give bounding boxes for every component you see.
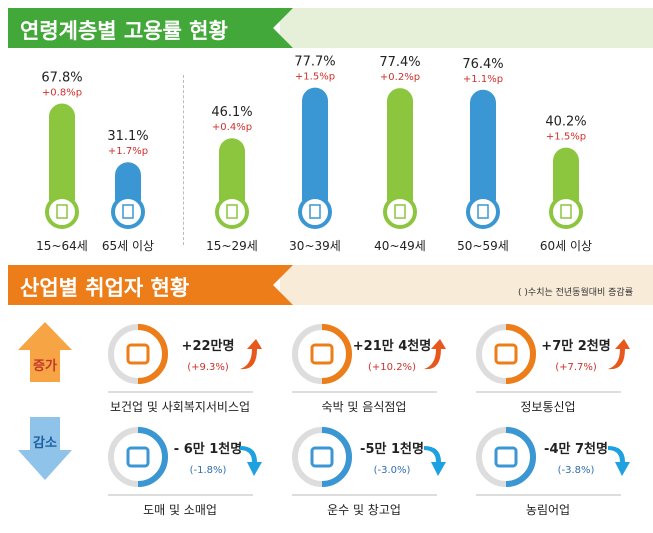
bar xyxy=(553,147,579,212)
document-shape xyxy=(560,204,572,219)
document-search-icon xyxy=(111,195,145,229)
value-label: 76.4% xyxy=(462,57,503,72)
category-label: 65세 이상 xyxy=(102,239,154,253)
ring-progress xyxy=(137,427,168,487)
rate-label: (+10.2%) xyxy=(368,362,416,373)
section2-title: 산업별 취업자 현황 xyxy=(8,265,293,305)
value-label: 67.8% xyxy=(41,71,82,86)
document-search-icon xyxy=(549,195,583,229)
document-search-icon xyxy=(466,195,500,229)
value-label: 46.1% xyxy=(211,105,252,120)
industry-item: +21만 4천명 (+10.2%) 숙박 및 음식점업 xyxy=(292,324,446,414)
industry-name: 도매 및 소매업 xyxy=(143,503,217,517)
ring-progress xyxy=(321,324,352,384)
rate-label: (-3.0%) xyxy=(374,465,411,476)
document-shape xyxy=(122,204,134,219)
count-label: +7만 2천명 xyxy=(541,338,610,354)
change-label: +0.4%p xyxy=(212,122,252,133)
category-label: 15~64세 xyxy=(36,239,88,253)
change-label: +0.2%p xyxy=(380,72,420,83)
wheat-icon xyxy=(494,446,518,468)
age-employment-chart: 67.8% +0.8%p 15~64세 31.1% +1.7%p 65세 이상 46.1% +… xyxy=(36,55,592,253)
industry-name: 농림어업 xyxy=(526,503,570,517)
count-label: -5만 1천명 xyxy=(360,441,424,457)
trend-up-icon xyxy=(424,339,446,370)
trend-down-icon xyxy=(608,446,630,476)
category-label: 30~39세 xyxy=(289,239,341,253)
document-shape xyxy=(394,204,406,219)
rate-label: (+9.3%) xyxy=(187,362,229,373)
ring-progress xyxy=(321,427,352,487)
basket-icon xyxy=(126,446,150,468)
document-search-icon xyxy=(45,195,79,229)
document-search-icon xyxy=(383,195,417,229)
document-search-icon xyxy=(298,195,332,229)
rate-label: (+7.7%) xyxy=(555,362,597,373)
section2-header: ( )수치는 전년동월대비 증감률 산업별 취업자 현황 xyxy=(0,265,653,305)
industry-item: - 6만 1천명 (-1.8%) 도매 및 소매업 xyxy=(108,427,262,517)
section1-header: 연령계층별 고용률 현황 xyxy=(0,8,653,48)
document-search-icon xyxy=(215,195,249,229)
change-label: +1.5%p xyxy=(295,72,335,83)
rate-label: (-3.8%) xyxy=(558,465,595,476)
document-shape xyxy=(309,204,321,219)
industry-name: 보건업 및 사회복지서비스업 xyxy=(110,400,250,414)
trend-up-icon xyxy=(240,339,262,370)
change-label: +1.7%p xyxy=(108,146,148,157)
category-label: 50~59세 xyxy=(457,239,509,253)
category-label: 15~29세 xyxy=(206,239,258,253)
note: ( )수치는 전년동월대비 증감률 xyxy=(518,288,633,298)
value-label: 31.1% xyxy=(107,129,148,144)
truck-icon xyxy=(310,446,334,468)
value-label: 77.7% xyxy=(294,55,335,70)
arrow-label: 감소 xyxy=(33,436,57,451)
value-label: 40.2% xyxy=(545,115,586,130)
decrease-arrow: 감소 xyxy=(18,417,72,480)
bar xyxy=(219,138,245,212)
industry-name: 정보통신업 xyxy=(520,400,575,414)
trend-down-icon xyxy=(240,446,262,476)
industry-name: 숙박 및 음식점업 xyxy=(322,400,407,414)
medical-kit-icon xyxy=(126,343,150,365)
count-label: +22만명 xyxy=(182,338,235,354)
bar xyxy=(387,88,413,212)
value-label: 77.4% xyxy=(379,55,420,70)
change-label: +0.8%p xyxy=(42,88,82,99)
count-label: +21만 4천명 xyxy=(353,338,431,354)
category-label: 40~49세 xyxy=(374,239,426,253)
bar xyxy=(49,103,75,212)
industry-item: +7만 2천명 (+7.7%) 정보통신업 xyxy=(476,324,630,414)
count-label: - 6만 1천명 xyxy=(174,441,242,457)
increase-arrow: 증가 xyxy=(18,322,72,382)
industry-name: 운수 및 창고업 xyxy=(327,503,401,517)
trend-up-icon xyxy=(608,339,630,370)
trend-down-icon xyxy=(424,446,446,476)
document-shape xyxy=(56,204,68,219)
phone-icon xyxy=(494,343,518,365)
category-label: 60세 이상 xyxy=(540,239,592,253)
ring-progress xyxy=(505,324,536,384)
document-shape xyxy=(477,204,489,219)
section1-title: 연령계층별 고용률 현황 xyxy=(8,8,293,48)
plate-utensils-icon xyxy=(310,343,334,365)
change-label: +1.1%p xyxy=(463,74,503,85)
count-label: -4만 7천명 xyxy=(544,441,608,457)
bar xyxy=(470,89,496,212)
industry-item: +22만명 (+9.3%) 보건업 및 사회복지서비스업 xyxy=(108,324,262,414)
ring-progress xyxy=(505,427,536,487)
bar xyxy=(302,87,328,212)
arrow-label: 증가 xyxy=(33,359,57,374)
document-shape xyxy=(226,204,238,219)
divider xyxy=(183,75,184,245)
industry-item: -4만 7천명 (-3.8%) 농림어업 xyxy=(476,427,630,517)
change-label: +1.5%p xyxy=(546,132,586,143)
industry-item: -5만 1천명 (-3.0%) 운수 및 창고업 xyxy=(292,427,446,517)
ring-progress xyxy=(137,324,168,384)
rate-label: (-1.8%) xyxy=(190,465,227,476)
